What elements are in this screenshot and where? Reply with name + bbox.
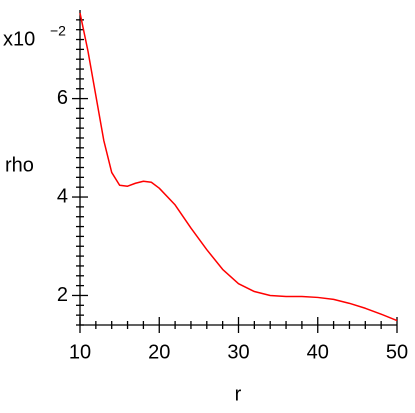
x-tick-label: 10 <box>69 341 91 363</box>
y-multiplier: x10 <box>3 28 35 50</box>
x-tick-label: 20 <box>148 341 170 363</box>
y-multiplier-exponent: −2 <box>50 23 66 39</box>
y-tick-label: 6 <box>57 87 68 109</box>
x-tick-label: 40 <box>307 341 329 363</box>
x-tick-label: 30 <box>227 341 249 363</box>
x-axis-label: r <box>235 383 242 405</box>
y-tick-label: 4 <box>57 185 68 207</box>
y-tick-label: 2 <box>57 284 68 306</box>
y-axis-label: rho <box>5 154 34 176</box>
x-tick-label: 50 <box>386 341 408 363</box>
data-line <box>79 12 398 322</box>
